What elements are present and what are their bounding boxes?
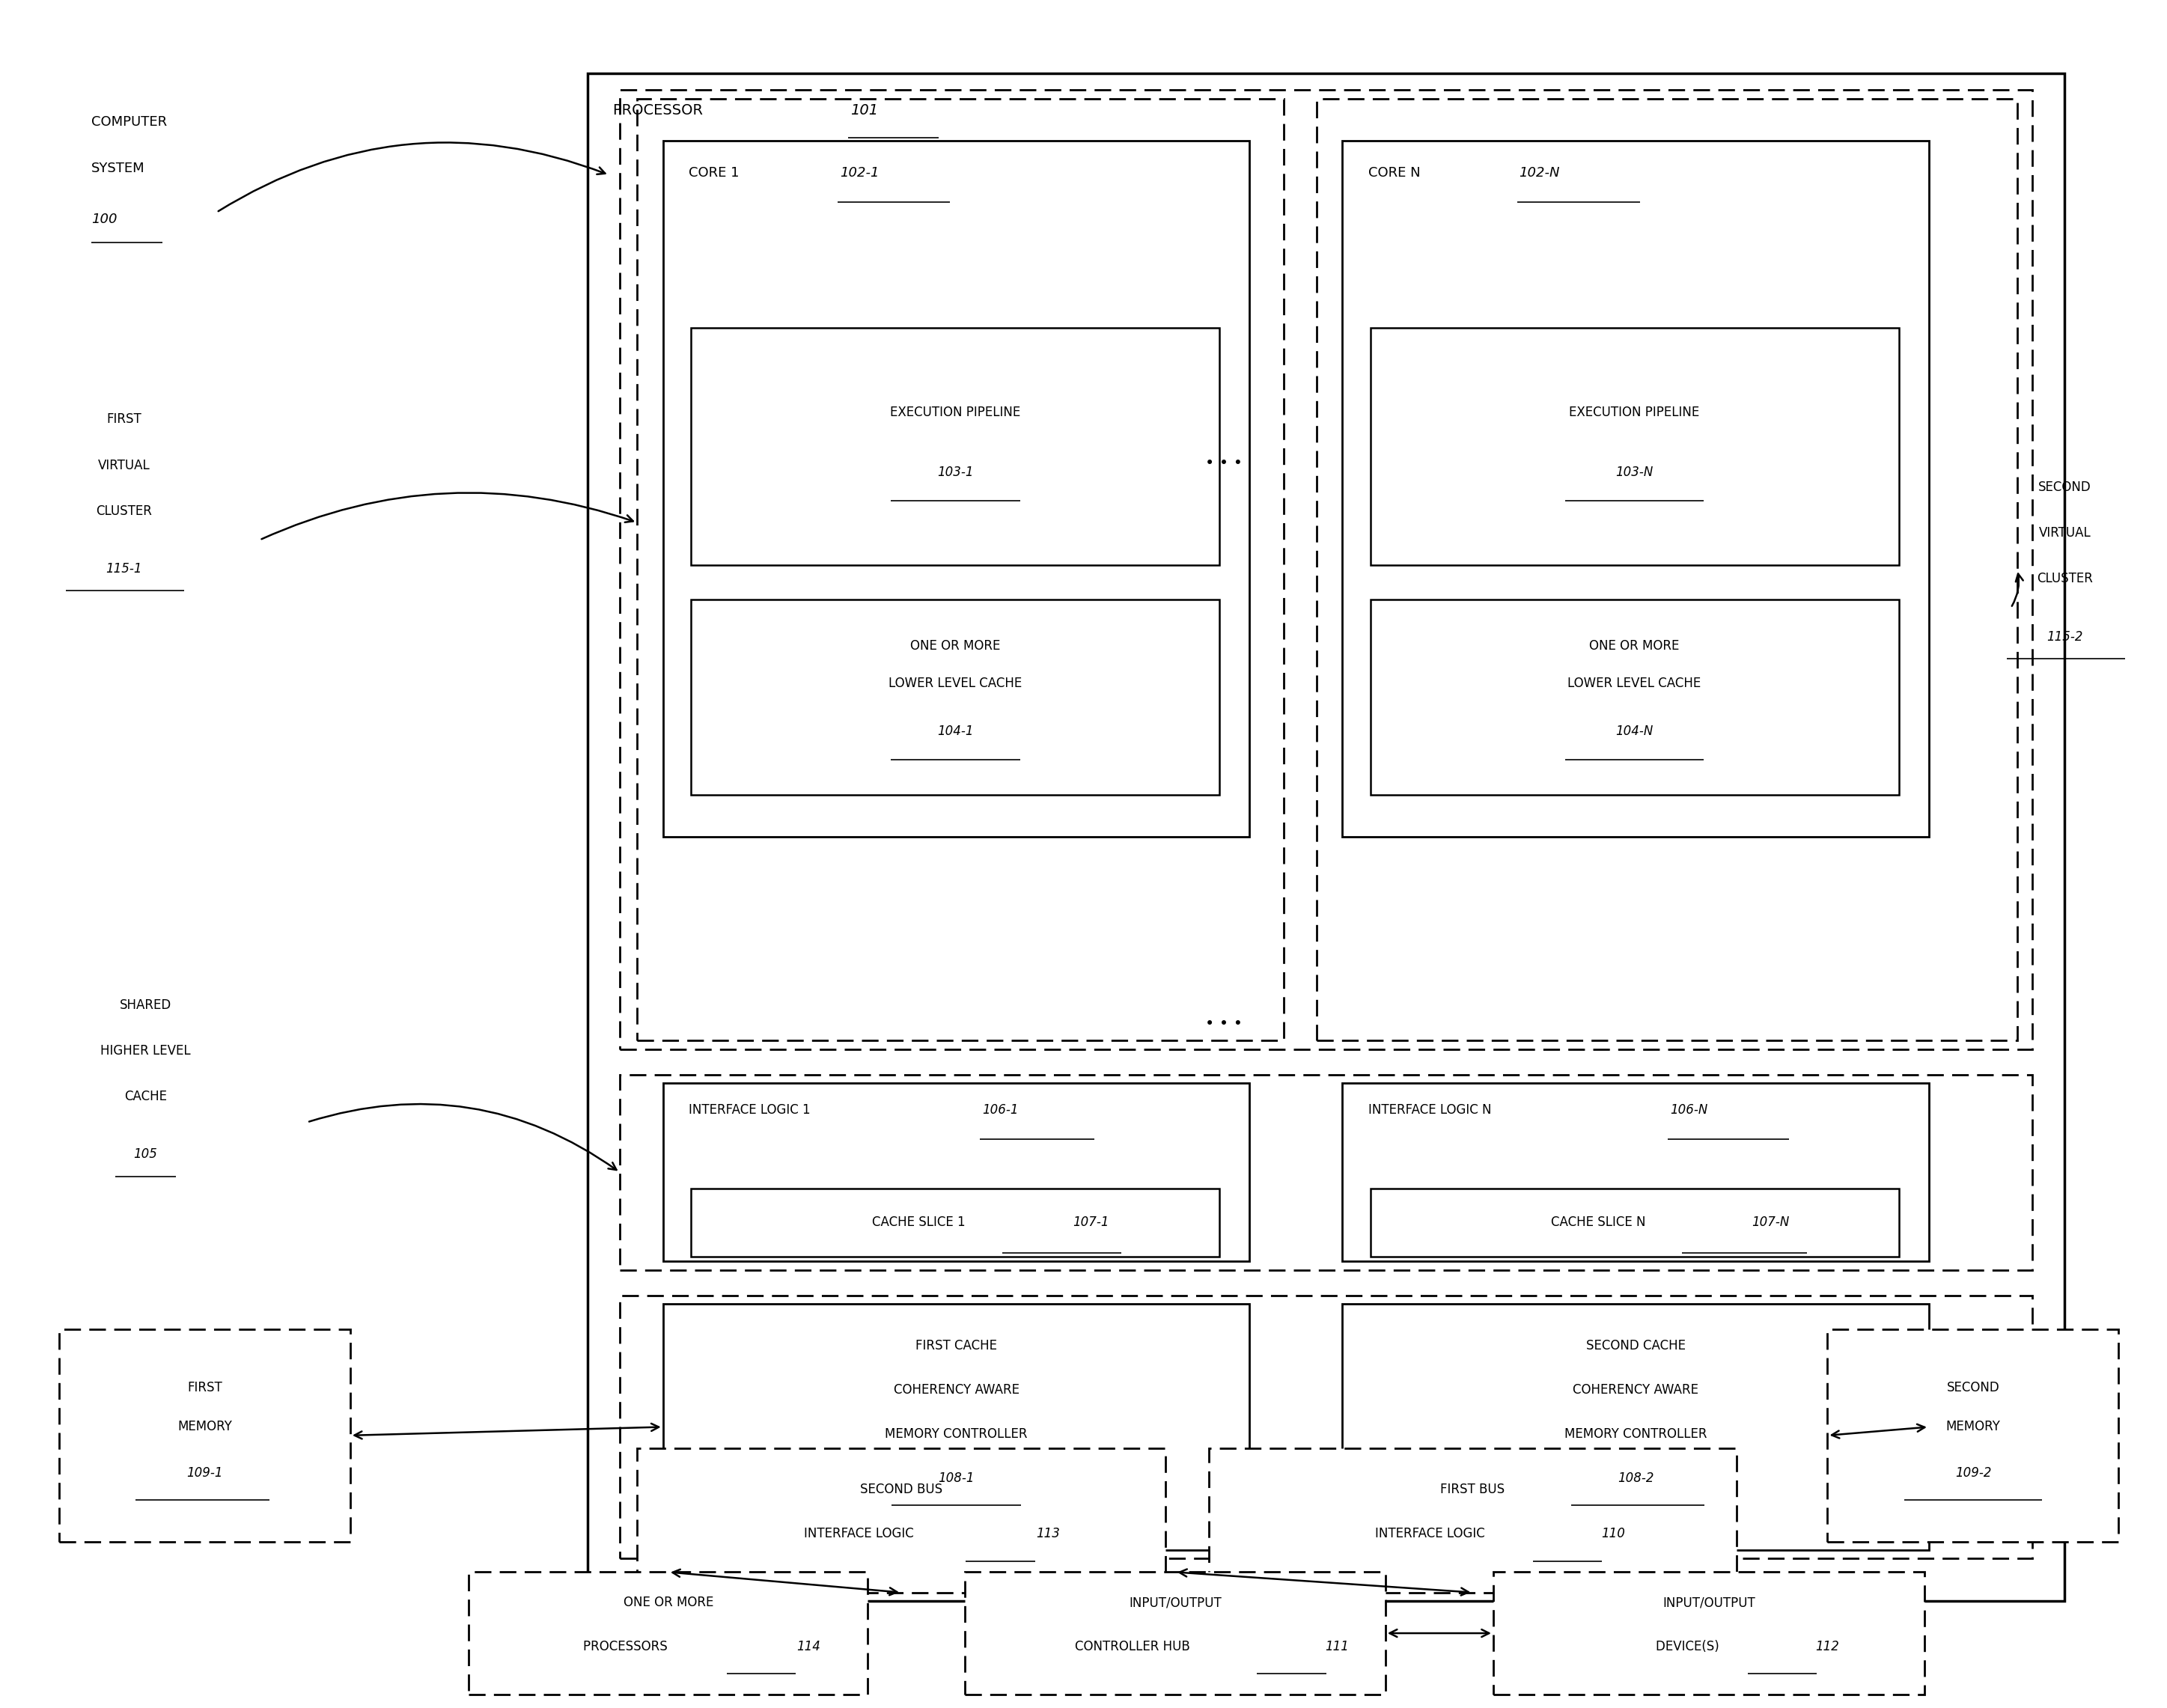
Text: 100: 100 <box>91 212 117 225</box>
Text: 110: 110 <box>1601 1527 1625 1541</box>
Text: MEMORY: MEMORY <box>1946 1421 2000 1433</box>
Text: ONE OR MORE: ONE OR MORE <box>624 1595 713 1609</box>
Text: CLUSTER: CLUSTER <box>95 504 152 518</box>
Text: 111: 111 <box>1324 1640 1348 1653</box>
Text: 103-1: 103-1 <box>936 465 973 478</box>
FancyBboxPatch shape <box>1341 1083 1929 1262</box>
Text: MEMORY CONTROLLER: MEMORY CONTROLLER <box>1565 1426 1708 1440</box>
Text: FIRST: FIRST <box>186 1382 223 1395</box>
Text: INTERFACE LOGIC 1: INTERFACE LOGIC 1 <box>689 1103 819 1117</box>
Text: HIGHER LEVEL: HIGHER LEVEL <box>100 1044 191 1057</box>
Text: COHERENCY AWARE: COHERENCY AWARE <box>1573 1383 1699 1397</box>
FancyBboxPatch shape <box>620 91 2033 1049</box>
FancyBboxPatch shape <box>964 1571 1385 1694</box>
FancyBboxPatch shape <box>691 600 1220 794</box>
Text: 103-N: 103-N <box>1617 465 1653 478</box>
FancyBboxPatch shape <box>637 99 1285 1040</box>
FancyBboxPatch shape <box>587 73 2065 1600</box>
Text: 106-N: 106-N <box>1671 1103 1708 1117</box>
Text: ONE OR MORE: ONE OR MORE <box>1588 639 1679 652</box>
FancyBboxPatch shape <box>663 1083 1250 1262</box>
FancyBboxPatch shape <box>1370 328 1898 565</box>
Text: LOWER LEVEL CACHE: LOWER LEVEL CACHE <box>888 676 1023 690</box>
FancyBboxPatch shape <box>1341 1303 1929 1551</box>
Text: INTERFACE LOGIC N: INTERFACE LOGIC N <box>1367 1103 1500 1117</box>
Text: INPUT/OUTPUT: INPUT/OUTPUT <box>1129 1595 1222 1609</box>
Text: 104-1: 104-1 <box>936 724 973 738</box>
Text: 107-N: 107-N <box>1751 1216 1790 1230</box>
Text: CACHE: CACHE <box>124 1090 167 1103</box>
FancyBboxPatch shape <box>637 1448 1166 1592</box>
FancyBboxPatch shape <box>1370 600 1898 794</box>
Text: 113: 113 <box>1036 1527 1060 1541</box>
FancyBboxPatch shape <box>663 142 1250 837</box>
Text: CACHE SLICE 1: CACHE SLICE 1 <box>873 1216 973 1230</box>
Text: 114: 114 <box>797 1640 821 1653</box>
Text: MEMORY: MEMORY <box>178 1421 232 1433</box>
Text: PROCESSOR: PROCESSOR <box>613 104 713 118</box>
FancyBboxPatch shape <box>691 1189 1220 1257</box>
Text: 108-2: 108-2 <box>1617 1471 1653 1484</box>
Text: CONTROLLER HUB: CONTROLLER HUB <box>1075 1640 1198 1653</box>
Text: EXECUTION PIPELINE: EXECUTION PIPELINE <box>891 407 1021 420</box>
Text: 107-1: 107-1 <box>1073 1216 1110 1230</box>
Text: EXECUTION PIPELINE: EXECUTION PIPELINE <box>1569 407 1699 420</box>
FancyBboxPatch shape <box>691 328 1220 565</box>
FancyBboxPatch shape <box>1827 1329 2119 1542</box>
FancyBboxPatch shape <box>1370 1189 1898 1257</box>
Text: CORE N: CORE N <box>1367 166 1428 179</box>
Text: VIRTUAL: VIRTUAL <box>2039 526 2091 540</box>
Text: 104-N: 104-N <box>1617 724 1653 738</box>
Text: • • •: • • • <box>1205 1016 1242 1032</box>
Text: COHERENCY AWARE: COHERENCY AWARE <box>893 1383 1018 1397</box>
Text: 106-1: 106-1 <box>982 1103 1018 1117</box>
Text: SHARED: SHARED <box>119 997 171 1011</box>
FancyBboxPatch shape <box>1209 1448 1738 1592</box>
Text: SECOND BUS: SECOND BUS <box>860 1483 943 1496</box>
Text: 112: 112 <box>1816 1640 1840 1653</box>
Text: PROCESSORS: PROCESSORS <box>583 1640 676 1653</box>
FancyBboxPatch shape <box>1493 1571 1924 1694</box>
Text: 101: 101 <box>852 104 878 118</box>
Text: COMPUTER: COMPUTER <box>91 116 167 130</box>
Text: DEVICE(S): DEVICE(S) <box>1656 1640 1727 1653</box>
FancyBboxPatch shape <box>468 1571 867 1694</box>
FancyBboxPatch shape <box>1341 142 1929 837</box>
Text: MEMORY CONTROLLER: MEMORY CONTROLLER <box>884 1426 1027 1440</box>
Text: SECOND CACHE: SECOND CACHE <box>1586 1339 1686 1353</box>
Text: CLUSTER: CLUSTER <box>2037 572 2093 586</box>
FancyBboxPatch shape <box>620 1295 2033 1558</box>
Text: FIRST: FIRST <box>106 413 141 425</box>
Text: 115-2: 115-2 <box>2046 630 2082 644</box>
Text: INPUT/OUTPUT: INPUT/OUTPUT <box>1662 1595 1755 1609</box>
Text: CACHE SLICE N: CACHE SLICE N <box>1552 1216 1653 1230</box>
Text: CORE 1: CORE 1 <box>689 166 748 179</box>
Text: 102-N: 102-N <box>1519 166 1560 179</box>
FancyBboxPatch shape <box>59 1329 351 1542</box>
Text: ONE OR MORE: ONE OR MORE <box>910 639 1001 652</box>
Text: • • •: • • • <box>1205 456 1242 471</box>
Text: VIRTUAL: VIRTUAL <box>98 458 150 471</box>
Text: LOWER LEVEL CACHE: LOWER LEVEL CACHE <box>1567 676 1701 690</box>
Text: 108-1: 108-1 <box>938 1471 975 1484</box>
Text: SECOND: SECOND <box>2039 480 2091 494</box>
Text: SYSTEM: SYSTEM <box>91 161 145 174</box>
FancyBboxPatch shape <box>620 1074 2033 1271</box>
Text: FIRST BUS: FIRST BUS <box>1441 1483 1506 1496</box>
Text: INTERFACE LOGIC: INTERFACE LOGIC <box>1376 1527 1493 1541</box>
Text: 102-1: 102-1 <box>841 166 880 179</box>
Text: 109-1: 109-1 <box>186 1465 223 1479</box>
Text: INTERFACE LOGIC: INTERFACE LOGIC <box>804 1527 921 1541</box>
Text: FIRST CACHE: FIRST CACHE <box>914 1339 997 1353</box>
Text: 105: 105 <box>134 1148 158 1161</box>
Text: 115-1: 115-1 <box>106 562 143 576</box>
FancyBboxPatch shape <box>1315 99 2017 1040</box>
FancyBboxPatch shape <box>663 1303 1250 1551</box>
Text: 109-2: 109-2 <box>1955 1465 1991 1479</box>
Text: SECOND: SECOND <box>1946 1382 2000 1395</box>
